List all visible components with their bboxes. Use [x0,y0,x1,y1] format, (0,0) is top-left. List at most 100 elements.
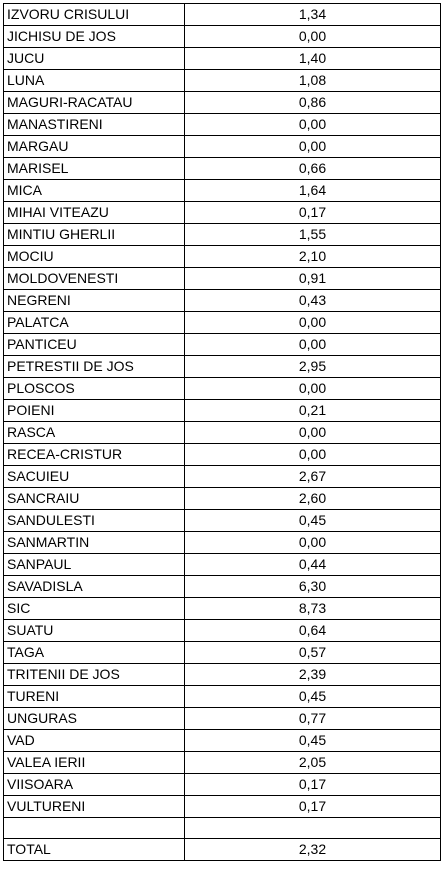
table-row: MAGURI-RACATAU 0,86 [3,91,441,114]
locality-name-cell: TOTAL [3,838,185,862]
value-cell: 0,00 [184,421,441,444]
locality-name-cell: TURENI [3,685,185,708]
value-cell: 0,00 [184,333,441,356]
locality-name-cell: MARISEL [3,157,185,180]
value-cell: 2,67 [184,465,441,488]
table-row: SACUIEU 2,67 [3,465,441,488]
table-row: MOCIU 2,10 [3,245,441,268]
table-row: SUATU 0,64 [3,619,441,642]
table-row: SANDULESTI 0,45 [3,509,441,532]
value-cell: 2,39 [184,663,441,686]
value-cell: 0,00 [184,135,441,158]
table-row: RECEA-CRISTUR 0,00 [3,443,441,466]
table-row: MOLDOVENESTI 0,91 [3,267,441,290]
locality-name-cell: TAGA [3,641,185,664]
value-cell: 1,64 [184,179,441,202]
value-cell: 0,91 [184,267,441,290]
value-cell: 0,00 [184,113,441,136]
value-cell: 0,00 [184,25,441,48]
locality-name-cell: MAGURI-RACATAU [3,91,185,114]
table-row [3,816,441,840]
table-row: MARGAU 0,00 [3,135,441,158]
table-row: PALATCA 0,00 [3,311,441,334]
table-row: POIENI 0,21 [3,399,441,422]
value-cell: 2,10 [184,245,441,268]
value-cell: 0,17 [184,773,441,796]
value-cell: 0,86 [184,91,441,114]
locality-name-cell: SANPAUL [3,553,185,576]
locality-name-cell: VIISOARA [3,773,185,796]
locality-name-cell: MICA [3,179,185,202]
locality-name-cell: SUATU [3,619,185,642]
table-row: JICHISU DE JOS 0,00 [3,25,441,48]
locality-name-cell: SANDULESTI [3,509,185,532]
locality-name-cell: MIHAI VITEAZU [3,201,185,224]
locality-name-cell: MOCIU [3,245,185,268]
value-cell: 0,21 [184,399,441,422]
locality-name-cell: RASCA [3,421,185,444]
table-row: PLOSCOS 0,00 [3,377,441,400]
locality-name-cell: SACUIEU [3,465,185,488]
locality-name-cell: NEGRENI [3,289,185,312]
locality-name-cell: VULTURENI [3,795,185,818]
locality-name-cell: SAVADISLA [3,575,185,598]
locality-name-cell: VAD [3,729,185,752]
value-cell: 0,00 [184,311,441,334]
value-cell: 2,60 [184,487,441,510]
table-row: JUCU 1,40 [3,47,441,70]
value-cell: 0,45 [184,729,441,752]
locality-name-cell: IZVORU CRISULUI [3,3,185,26]
table-row: MICA 1,64 [3,179,441,202]
locality-name-cell: PLOSCOS [3,377,185,400]
value-cell: 0,57 [184,641,441,664]
value-cell: 0,00 [184,531,441,554]
table-row: MARISEL 0,66 [3,157,441,180]
table-row: TRITENII DE JOS 2,39 [3,663,441,686]
value-cell: 0,64 [184,619,441,642]
value-cell: 8,73 [184,597,441,620]
table-row: MANASTIRENI 0,00 [3,113,441,136]
value-cell [184,816,441,840]
locality-name-cell: JUCU [3,47,185,70]
table-row: LUNA 1,08 [3,69,441,92]
table-row: IZVORU CRISULUI 1,34 [3,3,441,26]
locality-name-cell: MANASTIRENI [3,113,185,136]
locality-name-cell: PALATCA [3,311,185,334]
table-row: VIISOARA 0,17 [3,773,441,796]
table-row: TURENI 0,45 [3,685,441,708]
locality-name-cell: RECEA-CRISTUR [3,443,185,466]
table-row: VAD 0,45 [3,729,441,752]
table-row: PANTICEU 0,00 [3,333,441,356]
value-cell: 0,17 [184,795,441,818]
locality-name-cell: PANTICEU [3,333,185,356]
locality-name-cell: JICHISU DE JOS [3,25,185,48]
locality-name-cell: UNGURAS [3,707,185,730]
locality-name-cell: POIENI [3,399,185,422]
table-row: VALEA IERII 2,05 [3,751,441,774]
value-cell: 0,00 [184,377,441,400]
value-cell: 0,45 [184,509,441,532]
locality-name-cell: SANMARTIN [3,531,185,554]
value-cell: 2,05 [184,751,441,774]
locality-name-cell: MINTIU GHERLII [3,223,185,246]
value-cell: 6,30 [184,575,441,598]
locality-name-cell: TRITENII DE JOS [3,663,185,686]
table-row: MIHAI VITEAZU 0,17 [3,201,441,224]
table-row: UNGURAS 0,77 [3,707,441,730]
data-table: IZVORU CRISULUI 1,34 JICHISU DE JOS 0,00 JUC… [3,3,441,862]
table-row: VULTURENI 0,17 [3,795,441,818]
value-cell: 0,77 [184,707,441,730]
value-cell: 1,08 [184,69,441,92]
value-cell: 0,17 [184,201,441,224]
table-row: MINTIU GHERLII 1,55 [3,223,441,246]
table-row: PETRESTII DE JOS 2,95 [3,355,441,378]
locality-name-cell: MOLDOVENESTI [3,267,185,290]
table-row: SAVADISLA 6,30 [3,575,441,598]
locality-name-cell: SIC [3,597,185,620]
table-row: SANCRAIU 2,60 [3,487,441,510]
table-row: RASCA 0,00 [3,421,441,444]
value-cell: 0,45 [184,685,441,708]
locality-name-cell: VALEA IERII [3,751,185,774]
table-body: IZVORU CRISULUI 1,34 JICHISU DE JOS 0,00 JUC… [3,3,441,862]
table-row: NEGRENI 0,43 [3,289,441,312]
